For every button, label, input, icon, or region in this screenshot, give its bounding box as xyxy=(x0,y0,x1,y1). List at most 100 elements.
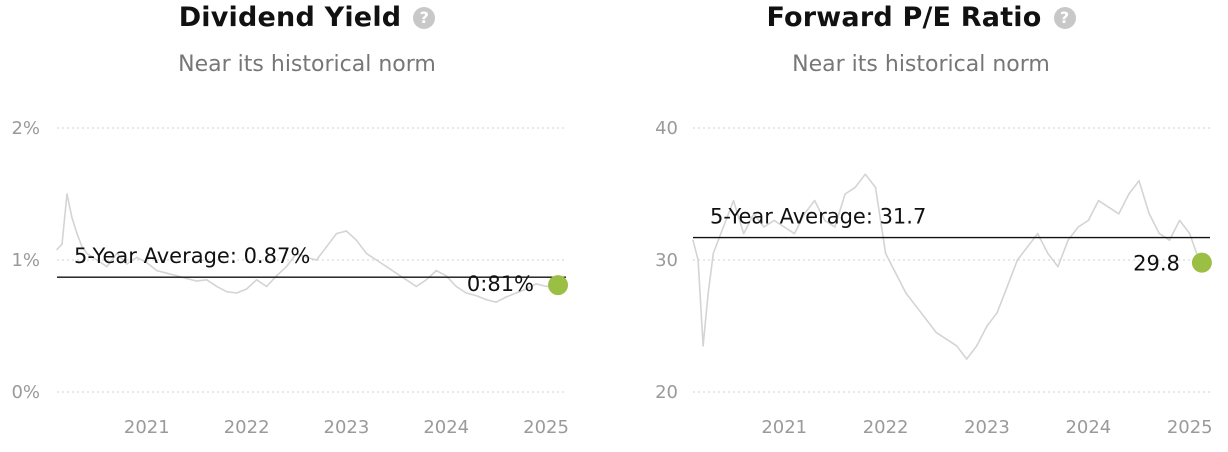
data-point xyxy=(56,248,58,251)
chart-title: Dividend Yield xyxy=(178,2,402,33)
chart-subtitle: Near its historical norm xyxy=(792,52,1050,77)
data-point xyxy=(753,213,755,215)
data-point xyxy=(405,279,408,281)
y-tick-label: 1% xyxy=(11,250,40,271)
data-point xyxy=(1188,232,1191,235)
data-point xyxy=(1158,232,1161,235)
current-value-label: 0:81% xyxy=(467,272,534,296)
data-point xyxy=(1036,232,1039,235)
data-point xyxy=(156,269,158,272)
x-tick-label: 2025 xyxy=(1167,417,1213,438)
data-point xyxy=(485,298,487,301)
data-point xyxy=(1097,199,1100,202)
average-label: 5-Year Average: 0.87% xyxy=(74,244,310,268)
x-tick-label: 2022 xyxy=(224,417,270,438)
question-circle-icon[interactable]: ? xyxy=(413,6,436,29)
data-point xyxy=(335,232,338,235)
data-point xyxy=(1148,213,1150,215)
data-point xyxy=(235,292,238,294)
data-point xyxy=(285,265,288,268)
question-circle-icon[interactable]: ? xyxy=(1053,6,1076,29)
data-point xyxy=(884,252,887,255)
x-tick-label: 2024 xyxy=(1065,417,1111,438)
data-point xyxy=(116,252,118,255)
data-point xyxy=(345,230,348,232)
x-tick-label: 2021 xyxy=(124,417,170,438)
data-point xyxy=(355,239,358,241)
data-point xyxy=(146,261,148,264)
data-point xyxy=(445,275,448,277)
data-point xyxy=(996,312,998,314)
data-point xyxy=(165,272,168,275)
data-point xyxy=(874,186,877,189)
data-point xyxy=(195,280,198,282)
data-point xyxy=(1026,246,1029,248)
data-point xyxy=(66,193,68,195)
data-point xyxy=(935,331,938,334)
data-point xyxy=(525,288,527,290)
data-point xyxy=(905,292,907,294)
data-point xyxy=(783,226,786,228)
data-point xyxy=(702,345,704,347)
x-tick-label: 2022 xyxy=(863,417,909,438)
data-point xyxy=(976,345,978,347)
chart-title: Forward P/E Ratio xyxy=(766,2,1042,33)
data-point xyxy=(185,277,188,280)
data-point xyxy=(955,345,958,347)
data-point xyxy=(717,239,720,241)
x-tick-label: 2025 xyxy=(523,417,569,438)
data-point xyxy=(245,288,248,290)
data-point xyxy=(136,256,138,259)
data-point xyxy=(71,216,73,219)
data-point xyxy=(375,259,378,261)
chart-panel-forward-pe: Forward P/E Ratio? Near its historical n… xyxy=(614,0,1228,452)
data-point xyxy=(415,285,418,288)
data-point xyxy=(385,265,388,268)
current-value-marker[interactable] xyxy=(1191,252,1212,273)
data-point xyxy=(545,285,547,288)
data-point xyxy=(505,296,507,298)
data-point xyxy=(925,318,927,321)
data-point xyxy=(1016,259,1019,261)
x-tick-label: 2023 xyxy=(964,417,1010,438)
data-point xyxy=(395,272,398,275)
x-tick-label: 2024 xyxy=(423,417,469,438)
series-line xyxy=(692,173,1201,360)
data-point xyxy=(1077,226,1080,228)
forward-pe-chart: 40 30 20 2021 2022 2023 2024 2025 5-Year Average… xyxy=(655,118,1213,438)
chart-title-row: Forward P/E Ratio? xyxy=(614,2,1228,33)
data-point xyxy=(1087,219,1090,222)
data-point xyxy=(275,275,278,277)
data-point xyxy=(515,292,517,294)
y-tick-label: 0% xyxy=(11,382,40,403)
data-point xyxy=(1178,219,1181,222)
data-point xyxy=(945,338,948,341)
data-point xyxy=(1057,265,1059,268)
y-tick-label: 20 xyxy=(655,382,678,403)
data-point xyxy=(697,259,699,261)
data-point xyxy=(742,232,745,235)
data-point xyxy=(475,294,477,297)
data-point xyxy=(495,301,497,304)
data-point xyxy=(763,226,765,228)
data-point xyxy=(1006,285,1009,288)
data-point xyxy=(707,292,710,294)
data-point xyxy=(722,226,725,228)
data-point xyxy=(986,325,988,327)
x-tick-label: 2023 xyxy=(324,417,370,438)
data-point xyxy=(1128,193,1130,195)
data-point xyxy=(813,199,816,202)
data-point xyxy=(1117,213,1120,215)
current-value-label: 29.8 xyxy=(1133,252,1180,276)
chart-panel-dividend-yield: Dividend Yield? Near its historical norm… xyxy=(11,2,569,438)
data-point xyxy=(1067,239,1069,241)
data-point xyxy=(535,282,537,285)
data-point xyxy=(864,173,867,175)
y-tick-label: 30 xyxy=(655,250,678,271)
current-value-marker[interactable] xyxy=(548,275,569,296)
data-point xyxy=(915,305,917,308)
data-point xyxy=(365,252,368,255)
data-point xyxy=(1107,206,1110,208)
data-point xyxy=(205,279,208,281)
data-point xyxy=(965,358,968,360)
